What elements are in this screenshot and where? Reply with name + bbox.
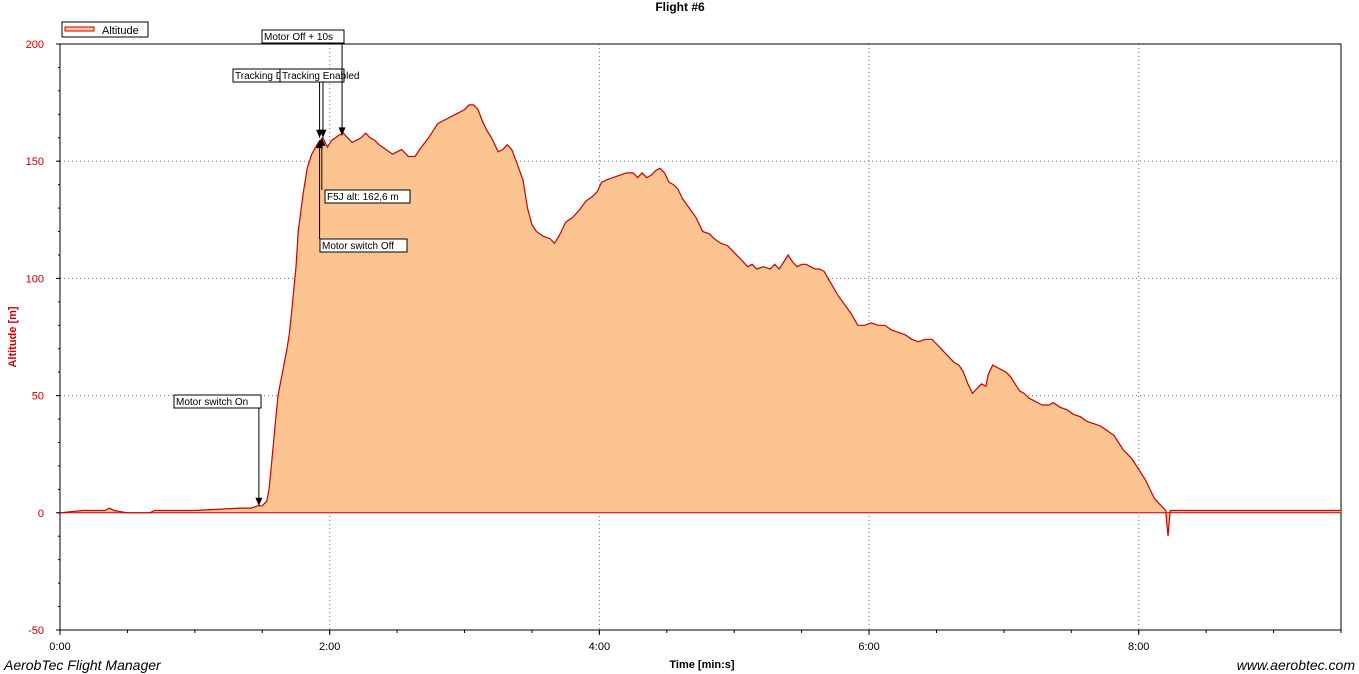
legend-box (61, 21, 149, 38)
annotation-4: Tracking Enabled (279, 68, 359, 138)
y-tick-label: 100 (26, 273, 44, 285)
annotation-label: F5J alt: 162,6 m (327, 192, 399, 203)
chart-title: Flight #6 (655, 0, 705, 14)
annotation-label: Motor Off + 10s (264, 32, 333, 43)
y-tick-label: 0 (38, 508, 44, 520)
legend: Altitude (61, 21, 149, 38)
x-tick-label: 6:00 (858, 641, 879, 653)
y-tick-label: 50 (32, 391, 44, 403)
annotation-box (261, 29, 345, 44)
annotation-1: Motor switch Off (316, 140, 408, 253)
x-axis-label: Time [min:s] (669, 659, 735, 671)
annotation-2: F5J alt: 162,6 m (318, 137, 411, 204)
altitude-area (60, 104, 1341, 537)
website-link[interactable]: www.aerobtec.com (1236, 657, 1355, 673)
annotation-box (319, 238, 408, 253)
annotation-label: Motor switch On (176, 397, 248, 408)
annotation-5: Motor Off + 10s (261, 29, 346, 136)
x-tick-label: 4:00 (589, 641, 610, 653)
app-name: AerobTec Flight Manager (4, 657, 161, 673)
annotation-box (324, 189, 411, 204)
y-tick-label: 150 (26, 156, 44, 168)
annotation-arrow (255, 497, 263, 506)
annotation-0: Motor switch On (173, 394, 263, 506)
y-tick-label: -50 (28, 625, 44, 637)
plot-frame (59, 43, 1342, 631)
annotation-box (279, 68, 345, 83)
annotation-label: Tracking Disabled (235, 71, 315, 82)
annotation-arrow (338, 127, 346, 136)
altitude-line (59, 104, 1341, 537)
y-axis-label: Altitude [m] (7, 306, 19, 367)
annotations: Motor switch On Motor switch Off F5J alt: … (173, 29, 411, 506)
legend-label-altitude: Altitude (102, 25, 139, 37)
x-tick-label: 8:00 (1128, 641, 1149, 653)
legend-swatch (64, 26, 95, 32)
annotation-arrow (318, 137, 326, 146)
x-tick-label: 2:00 (319, 641, 340, 653)
annotation-box (173, 394, 262, 409)
annotation-label: Motor switch Off (322, 241, 394, 252)
annotation-arrow (319, 129, 327, 138)
axes: -50 0 50 100 150 200 0:00 2:00 4:00 6:00 8:00 (26, 39, 1342, 653)
annotation-label: Tracking Enabled (282, 71, 359, 82)
y-tick-label: 200 (26, 39, 44, 51)
x-tick-label: 0:00 (49, 641, 70, 653)
